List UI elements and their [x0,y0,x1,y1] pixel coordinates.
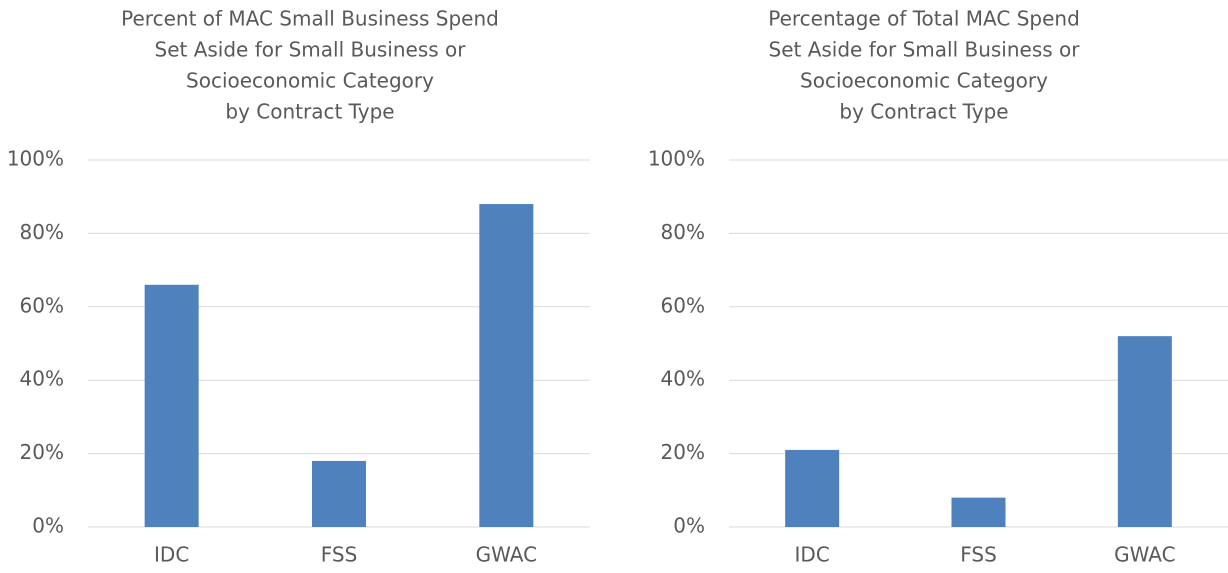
x-tick-label: IDC [795,543,830,567]
chart-title: Socioeconomic Category [186,69,434,93]
bar [479,204,534,528]
y-tick-label: 80% [20,220,64,244]
bar [144,284,199,527]
y-tick-label: 0% [32,514,64,538]
x-tick-label: FSS [960,543,997,567]
chart-title: Percentage of Total MAC Spend [768,7,1080,31]
chart-title: Set Aside for Small Business or [155,38,467,62]
y-tick-label: 40% [661,367,705,391]
chart-title: Socioeconomic Category [800,69,1048,93]
y-tick-label: 80% [661,220,705,244]
y-tick-label: 100% [7,147,64,171]
x-tick-label: GWAC [476,543,537,567]
chart-title: Set Aside for Small Business or [769,38,1081,62]
x-tick-label: GWAC [1114,543,1175,567]
y-tick-label: 20% [20,440,64,464]
y-tick-label: 100% [648,147,705,171]
x-tick-label: FSS [321,543,358,567]
chart-title: by Contract Type [225,100,394,124]
y-tick-label: 0% [673,514,705,538]
y-tick-label: 20% [661,440,705,464]
y-tick-label: 60% [20,293,64,317]
y-tick-label: 60% [661,293,705,317]
x-tick-label: IDC [154,543,189,567]
bar [785,449,840,527]
bar [1117,336,1172,527]
y-tick-label: 40% [20,367,64,391]
chart-title: by Contract Type [839,100,1008,124]
chart-title: Percent of MAC Small Business Spend [121,7,499,31]
bar [951,497,1006,527]
bar [312,460,366,527]
